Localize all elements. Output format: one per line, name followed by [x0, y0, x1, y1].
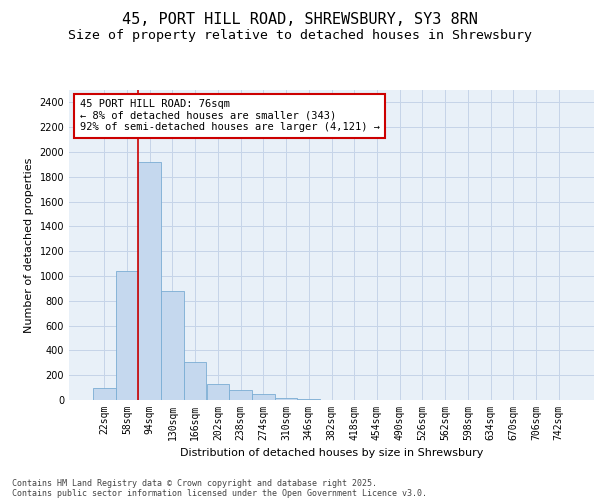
Bar [252, 394, 275, 400]
Bar [206, 384, 229, 400]
Text: Contains HM Land Registry data © Crown copyright and database right 2025.: Contains HM Land Registry data © Crown c… [12, 478, 377, 488]
Bar [229, 390, 252, 400]
Text: Size of property relative to detached houses in Shrewsbury: Size of property relative to detached ho… [68, 29, 532, 42]
X-axis label: Distribution of detached houses by size in Shrewsbury: Distribution of detached houses by size … [180, 448, 483, 458]
Bar [275, 398, 298, 400]
Text: 45, PORT HILL ROAD, SHREWSBURY, SY3 8RN: 45, PORT HILL ROAD, SHREWSBURY, SY3 8RN [122, 12, 478, 28]
Bar [298, 399, 320, 400]
Bar [93, 388, 116, 400]
Bar [116, 271, 139, 400]
Bar [139, 162, 161, 400]
Text: Contains public sector information licensed under the Open Government Licence v3: Contains public sector information licen… [12, 488, 427, 498]
Bar [184, 362, 206, 400]
Text: 45 PORT HILL ROAD: 76sqm
← 8% of detached houses are smaller (343)
92% of semi-d: 45 PORT HILL ROAD: 76sqm ← 8% of detache… [79, 100, 380, 132]
Y-axis label: Number of detached properties: Number of detached properties [24, 158, 34, 332]
Bar [161, 291, 184, 400]
